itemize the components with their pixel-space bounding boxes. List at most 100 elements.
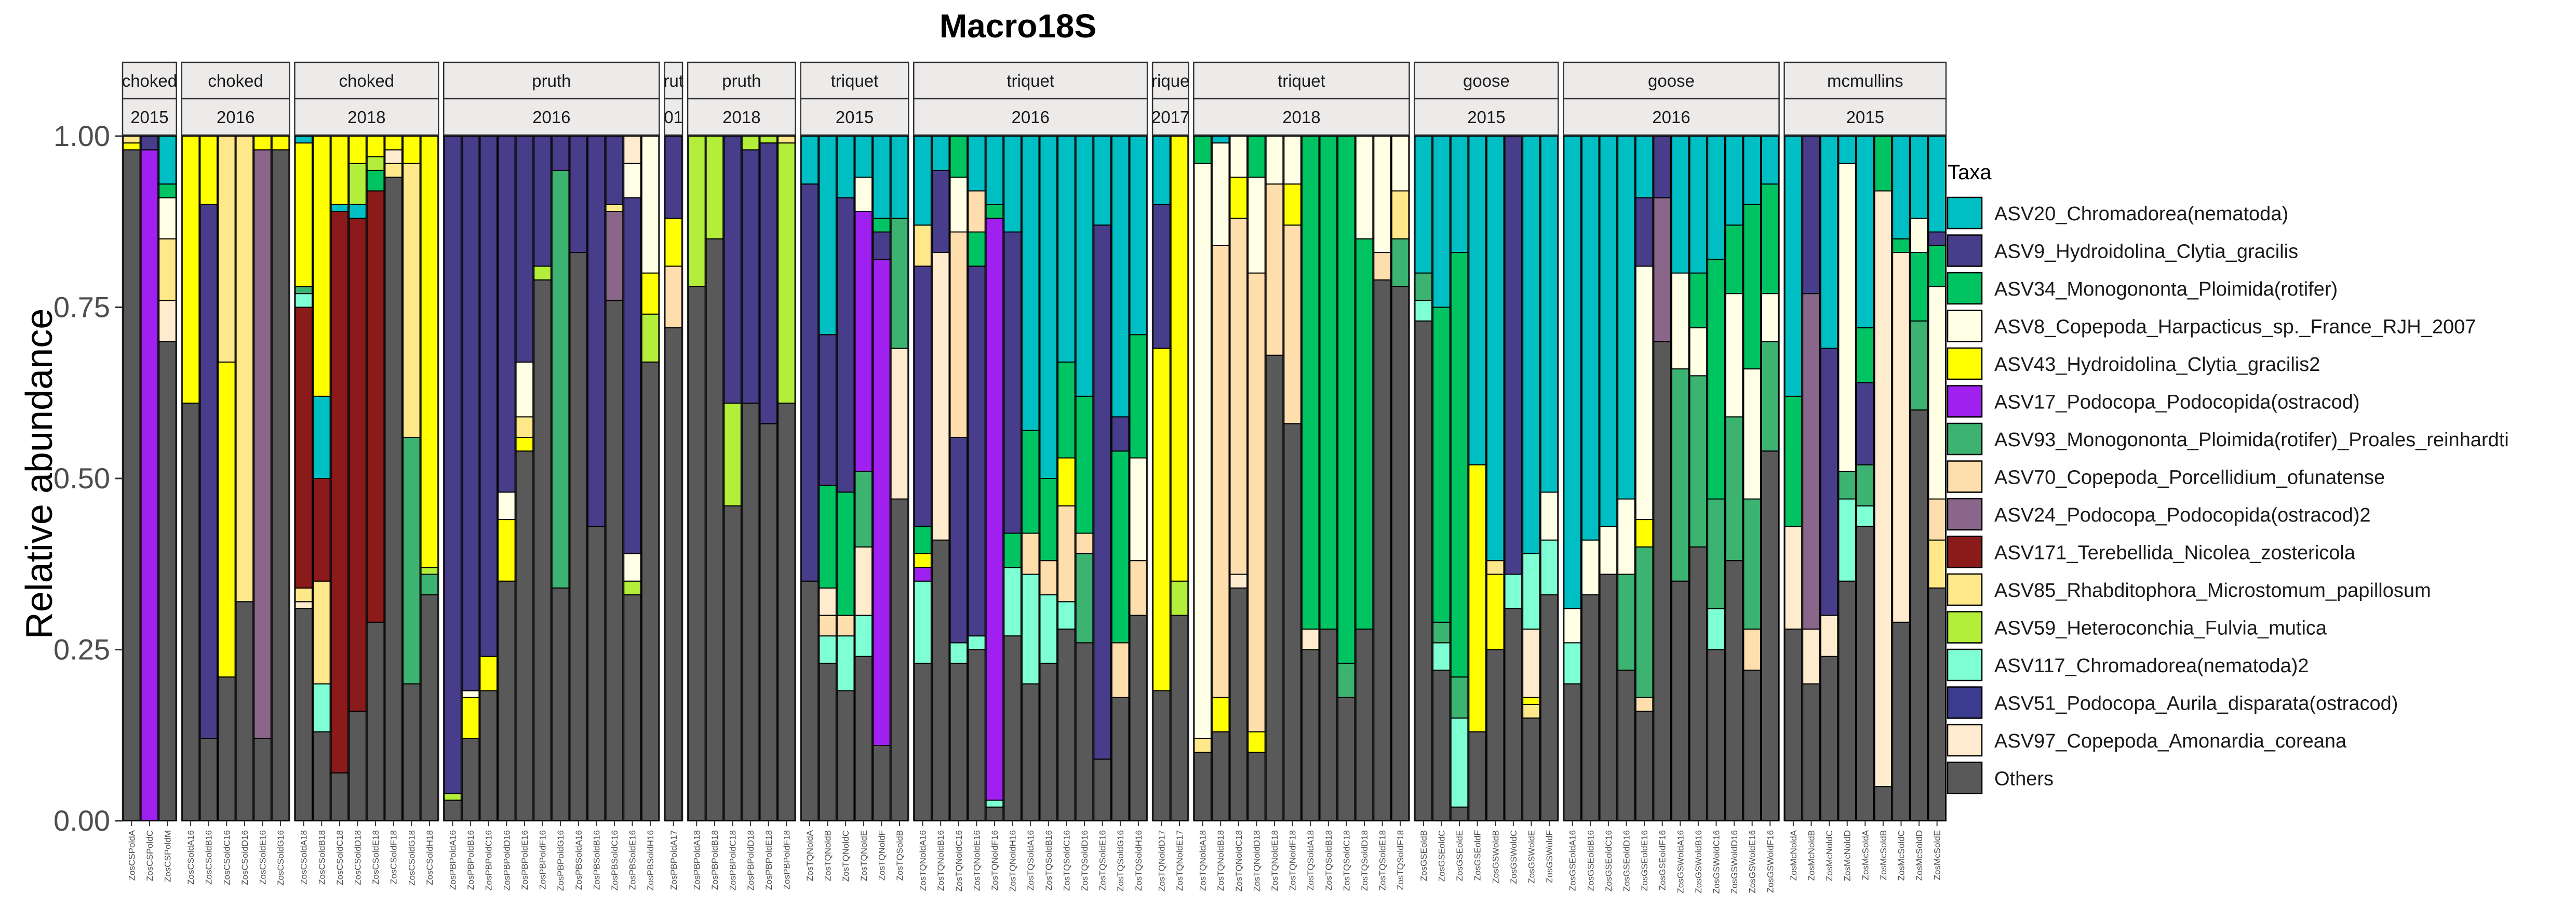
x-tick-label: ZosMcSoldE xyxy=(1933,830,1942,880)
bar-ZosPBPoldF18 xyxy=(777,136,796,821)
legend-label: ASV9_Hydroidolina_Clytia_gracilis xyxy=(1994,241,2298,263)
legend-label: ASV24_Podocopa_Podocopida(ostracod)2 xyxy=(1994,504,2371,526)
bar-segment xyxy=(1910,136,1928,219)
bar-segment xyxy=(1057,505,1076,603)
bar-ZosMcSoldD xyxy=(1910,136,1928,821)
facet-strip-year xyxy=(1193,98,1410,136)
bar-segment xyxy=(1075,553,1094,644)
x-tick-label: ZosCSoldD16 xyxy=(240,830,250,885)
bar-ZosCSoldA18 xyxy=(294,136,313,822)
bar-segment xyxy=(181,403,200,821)
legend-label: ASV43_Hydroidolina_Clytia_gracilis2 xyxy=(1994,354,2320,376)
facet-strip-year-label: 2015 xyxy=(836,108,874,127)
bar-segment xyxy=(1229,587,1248,821)
bar-segment xyxy=(1540,594,1559,822)
bar-segment xyxy=(1373,136,1391,254)
bar-segment xyxy=(1355,136,1374,239)
facet-strip-site-label: choked xyxy=(122,71,177,90)
bar-segment xyxy=(348,204,367,219)
bar-segment xyxy=(313,580,331,685)
bar-segment xyxy=(479,136,498,657)
legend-title: Taxa xyxy=(1948,161,1992,184)
bar-segment xyxy=(1563,683,1581,822)
bar-segment xyxy=(1892,621,1910,822)
legend-label: ASV20_Chromadorea(nematoda) xyxy=(1994,203,2288,225)
bar-segment xyxy=(253,738,272,821)
bar-segment xyxy=(461,690,480,698)
bar-segment xyxy=(1468,136,1486,465)
bar-segment xyxy=(1635,697,1654,712)
legend-item: ASV97_Copepoda_Amonardia_coreana xyxy=(1947,724,2347,757)
bar-segment xyxy=(1743,204,1761,370)
bar-segment xyxy=(819,334,837,486)
bar-ZosCSoldA16 xyxy=(181,136,200,821)
bar-segment xyxy=(313,136,331,397)
bar-segment xyxy=(985,806,1004,822)
bar-segment xyxy=(1892,136,1910,239)
bar-segment xyxy=(949,136,968,178)
facet-panel-choked-2015: choked 2015 ZosCSPoldA ZosCSPoldC ZosCSPoldM xyxy=(122,61,177,882)
x-tick-label: ZosGSWoldF16 xyxy=(1765,830,1775,893)
legend-label: ASV70_Copepoda_Porcellidium_ofunatense xyxy=(1994,467,2385,489)
bar-segment xyxy=(1021,683,1040,822)
bar-segment xyxy=(420,567,439,575)
bar-segment xyxy=(1874,136,1893,192)
bar-segment xyxy=(1021,136,1040,431)
y-tick-label: 1.00 xyxy=(53,119,110,152)
bar-ZosGSEoldA16 xyxy=(1563,136,1581,822)
legend-item: ASV70_Copepoda_Porcellidium_ofunatense xyxy=(1947,460,2385,493)
bar-ZosGSWoldB16 xyxy=(1689,136,1708,822)
bar-segment xyxy=(1414,272,1433,301)
bar-ZosMcNoldC xyxy=(1820,136,1839,822)
x-tick-label: ZosCSoldB18 xyxy=(317,830,327,885)
facet-panel-frame xyxy=(800,135,909,822)
facet-strip-year xyxy=(1563,98,1780,136)
x-tick-label: ZosTQSoldE16 xyxy=(1098,830,1108,890)
bar-segment xyxy=(890,498,909,821)
x-tick-label: ZosTQSoldF18 xyxy=(1396,830,1405,890)
bar-segment xyxy=(384,136,403,151)
bar-segment xyxy=(1265,183,1284,356)
bar-segment xyxy=(1003,532,1022,568)
bar-ZosGSWoldD16 xyxy=(1725,136,1743,822)
bar-ZosPBSoldB16 xyxy=(587,136,606,821)
facet-strip-year-label: 2017 xyxy=(1151,108,1189,127)
bar-segment xyxy=(1170,615,1189,821)
bar-segment xyxy=(641,361,660,821)
bar-ZosMcSoldC xyxy=(1892,136,1910,822)
bar-segment xyxy=(854,210,873,472)
facet-strip-site xyxy=(1193,61,1410,100)
bar-segment xyxy=(313,683,331,732)
bar-segment xyxy=(1170,580,1189,616)
bar-ZosTQSoldB16 xyxy=(1039,136,1058,821)
bar-segment xyxy=(1504,608,1523,822)
bar-segment xyxy=(1635,519,1654,548)
facet-panel-pruth-2016: pruth 2016 ZosPBPoldA16 ZosPBPoldB16 ZosPBPo… xyxy=(442,61,660,891)
bar-segment xyxy=(1743,628,1761,671)
bar-segment xyxy=(294,136,313,144)
bar-segment xyxy=(1617,670,1635,822)
legend-swatch xyxy=(1947,196,1983,230)
bar-segment xyxy=(1522,553,1540,630)
bar-segment xyxy=(1391,286,1410,822)
bar-segment xyxy=(551,136,570,171)
bar-segment xyxy=(1820,348,1839,616)
x-tick-label: ZosCSoldA18 xyxy=(299,830,309,885)
bar-ZosTQSoldC16 xyxy=(1057,136,1076,821)
bar-segment xyxy=(1129,457,1148,562)
x-tick-label: ZosTQSoldE18 xyxy=(1378,830,1388,890)
bar-ZosMcSoldB xyxy=(1874,136,1893,821)
x-tick-label: ZosTQNoldH16 xyxy=(1008,830,1018,891)
x-tick-label: ZosTQSoldH16 xyxy=(1134,830,1144,891)
bar-segment xyxy=(551,169,570,589)
bar-ZosCSoldD18 xyxy=(348,136,367,821)
bar-segment xyxy=(1193,752,1212,821)
bar-segment xyxy=(873,231,891,260)
bar-segment xyxy=(1211,245,1230,698)
bar-segment xyxy=(1617,136,1635,500)
bar-segment xyxy=(641,272,660,315)
x-tick-label: ZosTQNoldB xyxy=(823,830,833,881)
legend-label: ASV117_Chromadorea(nematoda)2 xyxy=(1994,655,2309,677)
facet-strip-site-label: choked xyxy=(339,71,394,90)
bar-segment xyxy=(587,136,606,527)
